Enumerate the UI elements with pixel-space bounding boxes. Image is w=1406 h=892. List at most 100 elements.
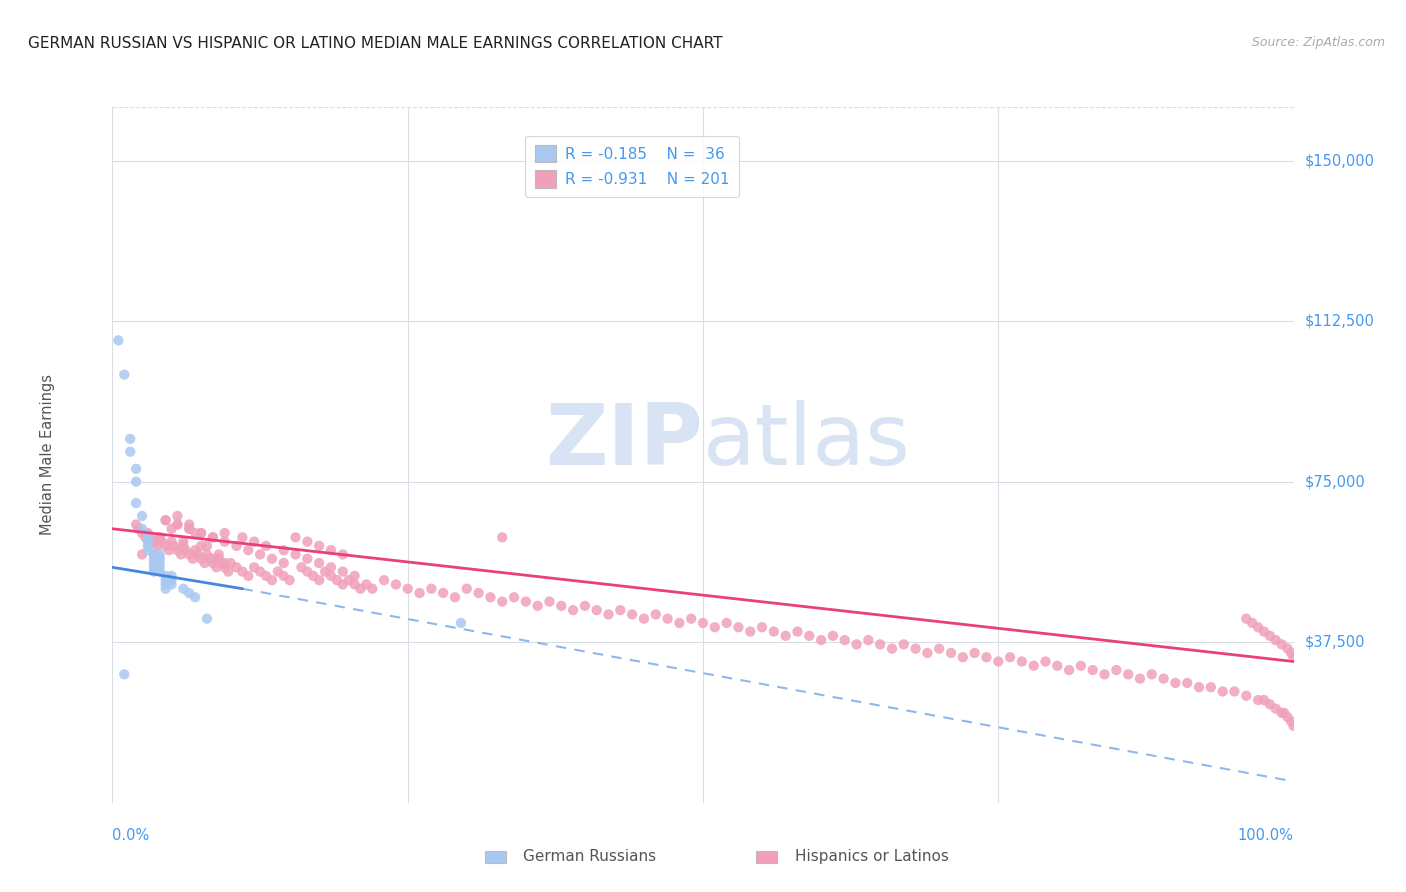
Point: [1279, 714, 1302, 729]
Point: [361, 582, 384, 596]
Point: [562, 603, 585, 617]
Point: [952, 650, 974, 665]
Text: Median Male Earnings: Median Male Earnings: [39, 375, 55, 535]
Point: [928, 641, 950, 656]
Point: [1234, 689, 1257, 703]
Point: [976, 650, 998, 665]
Point: [267, 565, 290, 579]
Point: [149, 551, 172, 566]
Text: $150,000: $150,000: [1305, 153, 1375, 168]
Point: [775, 629, 797, 643]
Point: [170, 548, 193, 562]
Point: [179, 522, 201, 536]
Point: [1241, 615, 1264, 630]
Point: [467, 586, 489, 600]
Point: [278, 573, 301, 587]
Point: [166, 508, 188, 523]
Point: [1271, 637, 1294, 651]
Point: [125, 475, 148, 489]
Point: [1264, 701, 1286, 715]
Point: [194, 556, 217, 570]
Point: [657, 612, 679, 626]
Point: [585, 603, 607, 617]
Point: [858, 633, 880, 648]
Point: [1277, 641, 1299, 656]
Point: [201, 530, 224, 544]
Point: [127, 522, 149, 536]
Point: [297, 551, 319, 566]
Point: [136, 539, 159, 553]
Point: [195, 539, 218, 553]
Point: [343, 569, 366, 583]
Point: [302, 569, 325, 583]
Point: [142, 551, 165, 566]
Point: [238, 543, 260, 558]
Point: [149, 560, 172, 574]
Point: [195, 612, 218, 626]
Point: [260, 551, 283, 566]
Point: [1116, 667, 1139, 681]
Point: [142, 560, 165, 574]
Point: [526, 599, 548, 613]
Point: [205, 560, 228, 574]
Point: [107, 334, 129, 348]
Point: [1188, 680, 1211, 694]
Point: [136, 530, 159, 544]
Point: [1212, 684, 1234, 698]
Point: [155, 582, 177, 596]
Point: [201, 551, 224, 566]
Point: [1140, 667, 1163, 681]
Point: [172, 582, 194, 596]
Point: [146, 539, 169, 553]
Point: [273, 543, 295, 558]
Point: [243, 534, 266, 549]
Point: [1282, 650, 1305, 665]
Point: [515, 594, 537, 608]
Point: [136, 543, 159, 558]
Point: [112, 368, 135, 382]
Point: [125, 517, 148, 532]
Point: [184, 543, 207, 558]
Point: [963, 646, 986, 660]
Point: [136, 534, 159, 549]
Point: [208, 548, 231, 562]
Point: [136, 526, 159, 541]
Point: [150, 534, 173, 549]
Point: [201, 556, 224, 570]
Point: [149, 548, 172, 562]
Point: [337, 573, 360, 587]
Point: [155, 569, 177, 583]
Point: [1081, 663, 1104, 677]
Point: [845, 637, 868, 651]
Point: [1282, 719, 1305, 733]
Point: [231, 565, 253, 579]
Point: [716, 615, 738, 630]
Point: [1253, 624, 1275, 639]
Point: [356, 577, 378, 591]
Point: [1277, 710, 1299, 724]
Point: [326, 573, 349, 587]
Point: [231, 530, 253, 544]
Point: [314, 565, 336, 579]
Point: [139, 530, 162, 544]
Point: [131, 548, 153, 562]
Point: [1035, 655, 1057, 669]
Point: [1046, 658, 1069, 673]
Text: Hispanics or Latinos: Hispanics or Latinos: [796, 849, 949, 863]
Point: [1094, 667, 1116, 681]
Point: [120, 432, 142, 446]
Point: [1164, 676, 1187, 690]
Point: [142, 548, 165, 562]
Text: German Russians: German Russians: [523, 849, 657, 863]
Point: [598, 607, 620, 622]
FancyBboxPatch shape: [756, 851, 778, 863]
Point: [1105, 663, 1128, 677]
Point: [904, 641, 927, 656]
Point: [1175, 676, 1198, 690]
Point: [142, 565, 165, 579]
Point: [319, 560, 342, 574]
Text: $75,000: $75,000: [1305, 475, 1365, 489]
Point: [131, 526, 153, 541]
Point: [1070, 658, 1092, 673]
Point: [155, 577, 177, 591]
